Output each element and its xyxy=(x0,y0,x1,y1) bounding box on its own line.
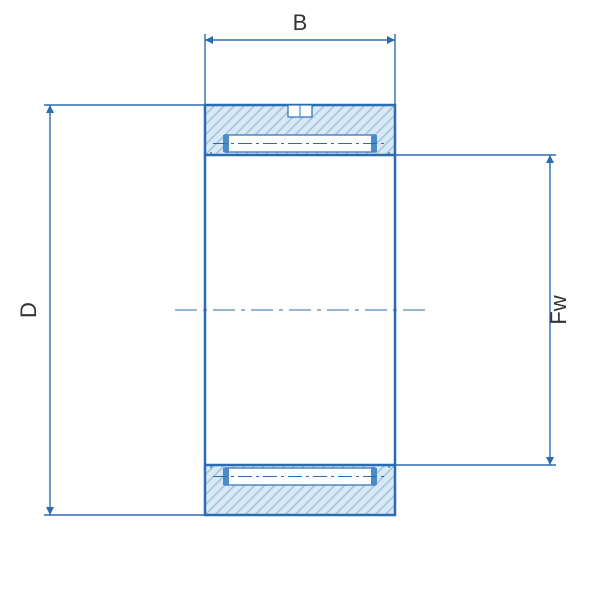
outer-diameter-label: D xyxy=(16,302,41,318)
width-label: B xyxy=(293,10,308,35)
bearing-cross-section-diagram: B D Fw xyxy=(0,0,600,600)
inner-width-label: Fw xyxy=(546,295,571,324)
